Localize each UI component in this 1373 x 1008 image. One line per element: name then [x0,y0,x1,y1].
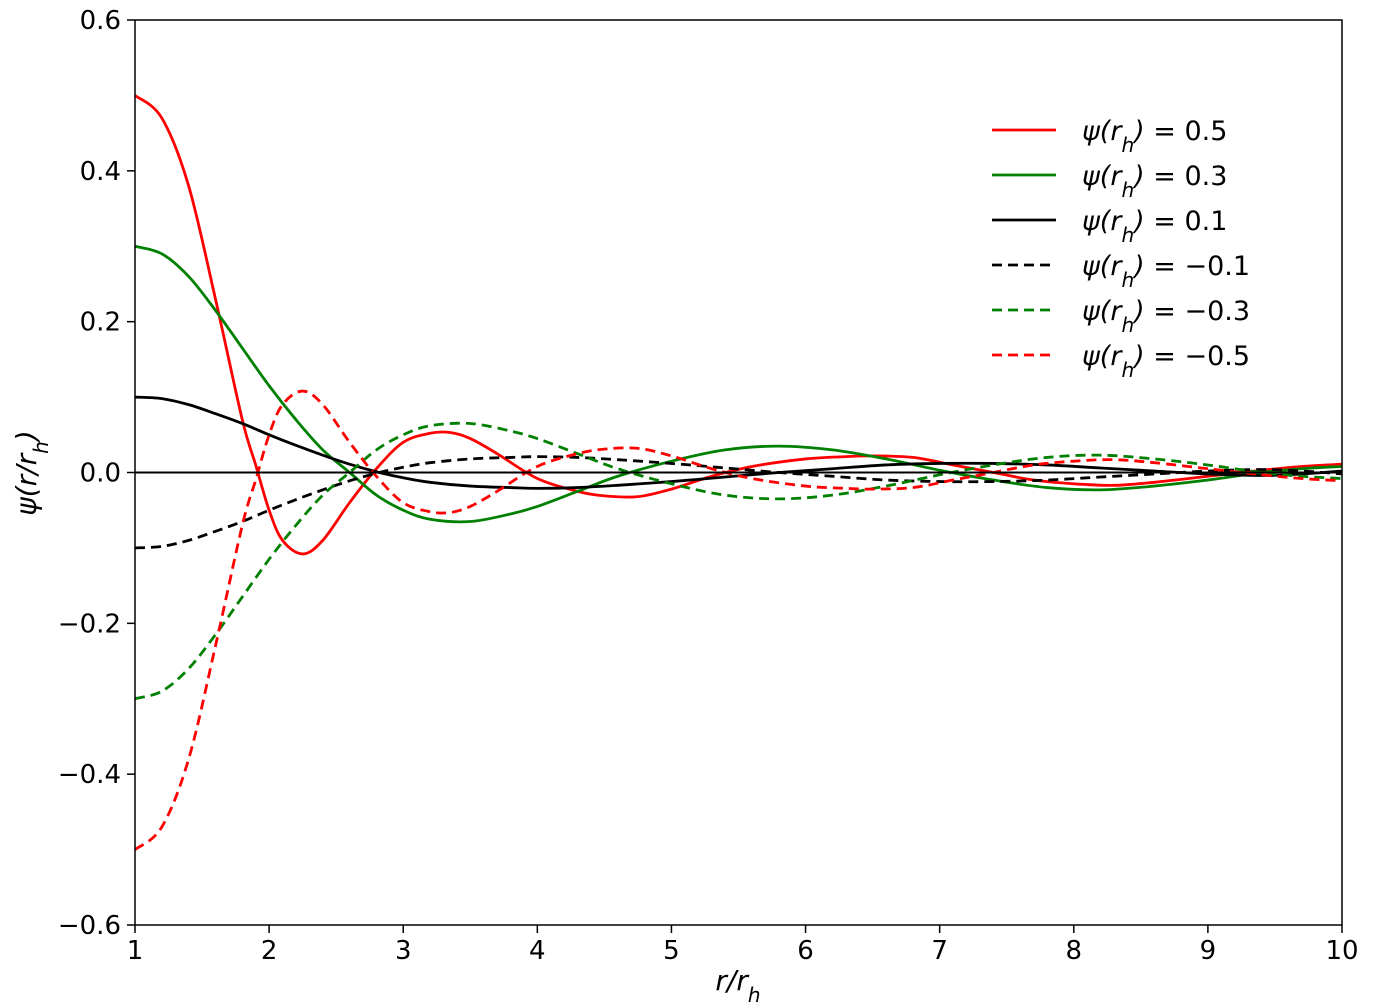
legend-label: ψ(rh) = 0.3 [1082,161,1227,202]
x-tick-label: 1 [127,936,144,966]
y-tick-label: −0.2 [58,609,121,639]
series-layer [134,94,1343,851]
legend: ψ(rh) = 0.5ψ(rh) = 0.3ψ(rh) = 0.1ψ(rh) =… [992,116,1250,382]
x-tick-label: 7 [931,936,948,966]
plot-area [134,19,1343,926]
series-line-6 [134,389,1343,851]
series-line-2 [134,244,1343,524]
y-tick-label: 0.6 [80,6,121,36]
x-tick-label: 8 [1066,936,1083,966]
x-tick-label: 10 [1325,936,1358,966]
legend-label: ψ(rh) = −0.5 [1082,341,1250,382]
series-line-3 [134,395,1343,490]
legend-label: ψ(rh) = −0.3 [1082,296,1250,337]
x-tick-label: 2 [261,936,278,966]
x-axis: 1 2 3 4 5 6 7 8 9 10 [127,925,1359,966]
legend-label: ψ(rh) = 0.1 [1082,206,1227,247]
x-axis-label: r/rh [715,964,760,1007]
x-tick-label: 9 [1200,936,1217,966]
y-tick-label: −0.6 [58,911,121,941]
legend-label: ψ(rh) = −0.1 [1082,251,1250,292]
y-tick-label: 0.2 [80,308,121,338]
x-tick-label: 4 [529,936,546,966]
y-axis-label: ψ(r/rh) [10,430,53,515]
y-tick-label: 0.4 [80,157,121,187]
series-line-4 [134,455,1343,550]
series-line-5 [134,421,1343,701]
y-tick-label: −0.4 [58,760,121,790]
x-tick-label: 3 [395,936,412,966]
y-tick-label: 0.0 [80,459,121,489]
x-tick-label: 5 [663,936,680,966]
x-tick-label: 6 [797,936,814,966]
legend-label: ψ(rh) = 0.5 [1082,116,1227,157]
y-axis: −0.6 −0.4 −0.2 0.0 0.2 0.4 0.6 [58,6,135,941]
